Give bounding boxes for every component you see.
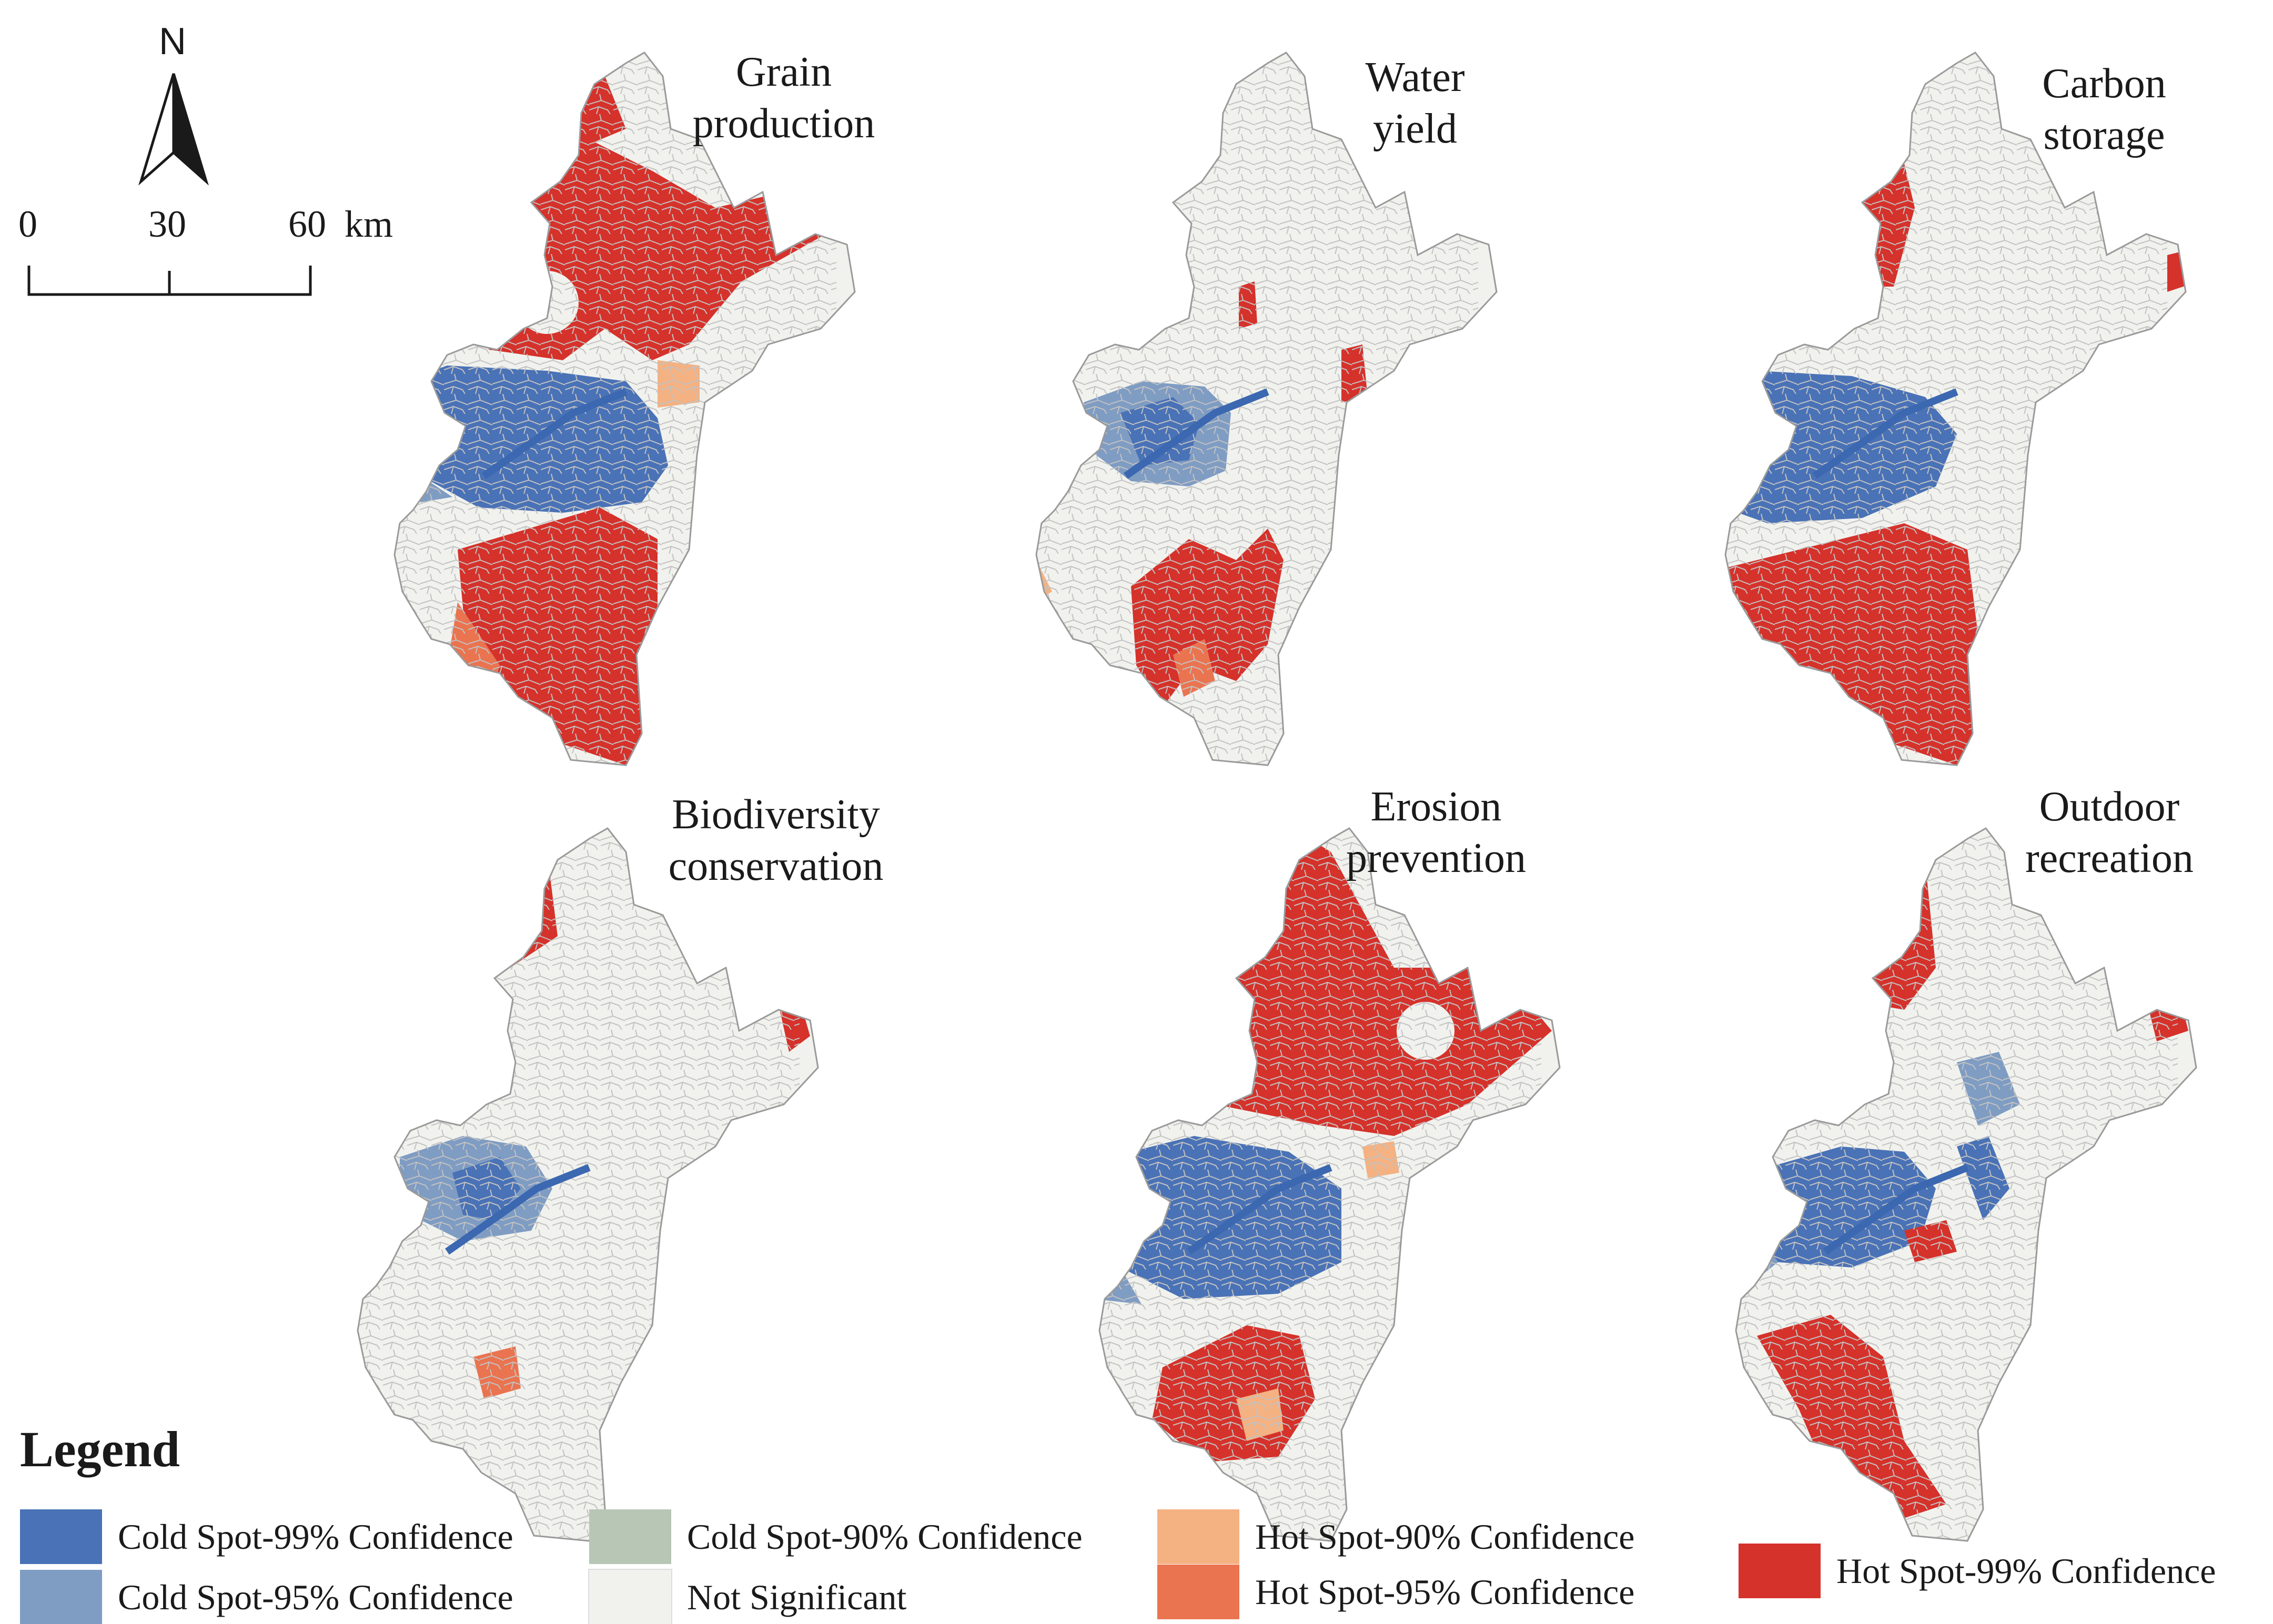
legend-swatch xyxy=(1157,1565,1239,1619)
panel-title-water-yield: Water yield xyxy=(1365,54,1465,152)
legend-label: Cold Spot-95% Confidence xyxy=(118,1577,513,1617)
panel-title-grain-production: Grain production xyxy=(692,49,875,147)
panel-title-outdoor-recreation: Outdoor recreation xyxy=(2025,784,2194,881)
hot-90-region xyxy=(252,1325,295,1378)
panel-title-erosion-prevention: Erosion prevention xyxy=(1346,784,1527,881)
map-biodiversity-conservation xyxy=(252,827,819,1542)
not-significant-gap xyxy=(1215,878,1268,931)
hot-99-region xyxy=(2167,250,2186,292)
legend-item-hot-90: Hot Spot-90% Confidence xyxy=(1157,1509,1634,1564)
legend-item-cold-99: Cold Spot-99% Confidence xyxy=(20,1509,513,1564)
legend-item-hot-99: Hot Spot-99% Confidence xyxy=(1739,1544,2216,1598)
legend-item-cold-95: Cold Spot-95% Confidence xyxy=(20,1570,513,1624)
legend-label: Hot Spot-95% Confidence xyxy=(1255,1571,1635,1612)
hot-95-region xyxy=(1015,1178,1078,1252)
legend-swatch xyxy=(1739,1544,1821,1598)
hot-99-region xyxy=(1578,1273,1620,1325)
scale-label-60: 60 xyxy=(288,203,326,245)
yangtze-river xyxy=(1186,1164,1332,1255)
map-erosion-prevention xyxy=(868,827,1561,1542)
map-outdoor-recreation xyxy=(1578,827,2197,1542)
legend-item-not-significant: Not Significant xyxy=(588,1569,907,1624)
legend-swatch xyxy=(20,1509,102,1564)
legend-label: Not Significant xyxy=(687,1577,907,1617)
scale-label-30: 30 xyxy=(148,203,186,245)
cold-90-region xyxy=(1767,1010,1873,1104)
scale-bar xyxy=(27,266,312,296)
legend-swatch xyxy=(20,1570,102,1624)
legend-swatch xyxy=(589,1509,671,1564)
yangtze-river xyxy=(481,388,628,479)
yangtze-river xyxy=(1812,388,1958,479)
hot-99-region xyxy=(868,1273,1026,1452)
hot-95-region xyxy=(1725,644,1767,734)
legend-swatch xyxy=(588,1569,672,1624)
hot-95-region xyxy=(1736,192,1831,266)
hot-99-region xyxy=(1110,103,1131,129)
legend-item-hot-95: Hot Spot-95% Confidence xyxy=(1157,1565,1634,1619)
hot-99-region xyxy=(226,497,321,628)
legend-label: Hot Spot-99% Confidence xyxy=(1836,1550,2216,1591)
cold-95-region xyxy=(1641,450,1725,544)
north-arrow-icon xyxy=(138,73,209,186)
legend-swatch xyxy=(1157,1509,1239,1564)
legend-label: Cold Spot-99% Confidence xyxy=(118,1516,513,1557)
scale-unit: km xyxy=(345,203,393,245)
yangtze-river xyxy=(1823,1164,1969,1255)
scale-label-0: 0 xyxy=(18,203,37,245)
panel-title-biodiversity-conservation: Biodiversity conservation xyxy=(668,791,884,889)
legend-label: Cold Spot-90% Confidence xyxy=(687,1516,1083,1557)
yangtze-river xyxy=(445,1164,591,1255)
legend-item-cold-90: Cold Spot-90% Confidence xyxy=(589,1509,1083,1564)
hot-99-region xyxy=(1526,539,1573,613)
legend-label: Hot Spot-90% Confidence xyxy=(1255,1516,1635,1557)
hot-99-region xyxy=(910,523,973,607)
panel-title-carbon-storage: Carbon storage xyxy=(2042,60,2166,158)
yangtze-river xyxy=(1123,388,1269,479)
north-label: N xyxy=(159,21,186,63)
legend-title: Legend xyxy=(20,1421,180,1477)
